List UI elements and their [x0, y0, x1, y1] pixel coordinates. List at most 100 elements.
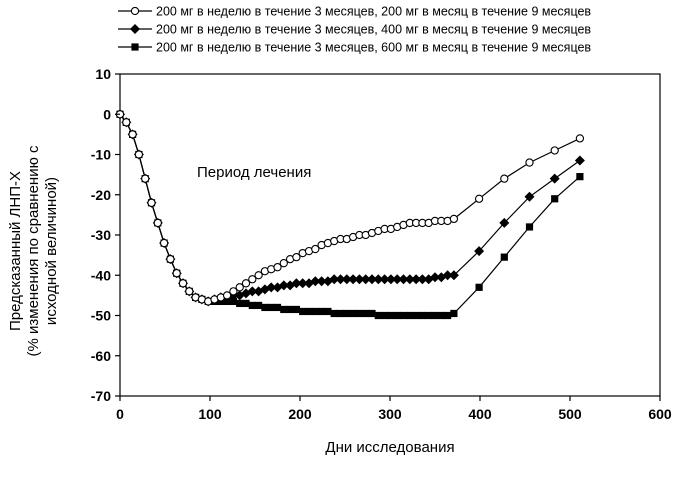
y-tick-label: -20 — [91, 187, 111, 203]
data-point — [575, 134, 585, 143]
data-point — [316, 276, 327, 287]
data-point — [297, 278, 308, 289]
data-point — [449, 214, 459, 224]
data-point — [159, 238, 169, 248]
data-point — [354, 274, 365, 285]
data-point — [236, 299, 244, 308]
data-point — [222, 291, 232, 300]
data-point — [367, 274, 377, 285]
y-tick-label: 10 — [95, 66, 111, 82]
x-tick-label: 600 — [648, 406, 672, 422]
data-point — [178, 279, 188, 288]
data-point — [248, 301, 256, 310]
data-point — [255, 301, 263, 310]
data-point — [500, 174, 509, 183]
y-tick-label: 0 — [103, 106, 111, 122]
x-tick-label: 500 — [558, 406, 582, 422]
series-line — [119, 113, 581, 317]
data-point — [242, 299, 250, 308]
legend-marker — [130, 6, 140, 16]
x-tick-label: 400 — [468, 406, 492, 422]
data-point — [141, 174, 150, 183]
data-point — [241, 279, 251, 288]
data-point — [425, 311, 433, 320]
data-point — [385, 274, 396, 285]
data-point — [254, 271, 263, 280]
data-point — [418, 311, 426, 320]
data-point — [475, 283, 483, 291]
legend-marker — [131, 43, 139, 51]
data-point — [122, 118, 131, 127]
legend: 200 мг в неделю в течение 3 месяцев, 200… — [118, 5, 591, 55]
data-point — [368, 309, 376, 318]
legend-label: 200 мг в неделю в течение 3 месяцев, 600… — [156, 41, 591, 55]
data-point — [399, 311, 408, 320]
data-point — [280, 305, 288, 314]
data-point — [329, 274, 340, 285]
series-2 — [115, 109, 585, 307]
data-point — [343, 309, 351, 318]
x-tick-label: 100 — [198, 406, 222, 422]
data-point — [335, 274, 346, 285]
series-layer — [115, 109, 585, 320]
data-point — [379, 274, 390, 285]
series-line — [119, 113, 581, 303]
legend-label: 200 мг в неделю в течение 3 месяцев, 400… — [156, 23, 591, 37]
data-point — [229, 287, 238, 296]
data-point — [292, 252, 301, 262]
data-point — [448, 270, 459, 281]
legend-item: 200 мг в неделю в течение 3 месяцев, 400… — [118, 23, 591, 37]
y-tick-label: -10 — [91, 147, 111, 163]
data-point — [279, 259, 288, 268]
data-point — [387, 311, 395, 320]
data-point — [362, 309, 370, 318]
data-point — [417, 274, 428, 285]
data-point — [341, 274, 352, 285]
data-point — [273, 303, 282, 312]
data-point — [172, 269, 181, 278]
data-point — [574, 155, 585, 166]
data-point — [525, 223, 534, 231]
data-point — [430, 272, 440, 283]
y-tick-label: -30 — [91, 227, 111, 243]
data-point — [474, 246, 485, 257]
data-point — [381, 311, 389, 320]
legend-label: 200 мг в неделю в течение 3 месяцев, 200… — [156, 5, 591, 19]
data-point — [551, 195, 559, 203]
data-point — [311, 307, 319, 316]
data-point — [437, 311, 445, 320]
data-point — [360, 274, 371, 285]
data-point — [406, 311, 414, 320]
y-axis-title: Предсказанный ЛНП-Х (% изменения по сравн… — [7, 145, 60, 356]
series-1 — [115, 110, 585, 306]
data-point — [550, 146, 559, 155]
data-point — [374, 311, 382, 320]
x-axis: 0 100 200 300 400 500 600 — [116, 396, 672, 422]
y-tick-label: -40 — [91, 267, 111, 283]
data-point — [450, 309, 458, 318]
data-point — [549, 173, 560, 184]
data-point — [524, 191, 535, 202]
plot-area — [119, 73, 661, 397]
data-point — [128, 130, 137, 139]
data-point — [392, 274, 403, 285]
data-point — [305, 307, 313, 316]
y-tick-label: -50 — [91, 308, 111, 324]
data-point — [355, 309, 363, 318]
data-point — [147, 198, 156, 207]
data-point — [349, 309, 357, 318]
data-point — [134, 150, 144, 159]
data-point — [373, 274, 384, 285]
data-point — [576, 173, 584, 181]
data-point — [229, 297, 237, 306]
data-point — [235, 283, 244, 292]
data-point — [299, 307, 307, 316]
data-point — [311, 244, 320, 254]
legend-item: 200 мг в неделю в течение 3 месяцев, 600… — [118, 41, 591, 55]
x-tick-label: 0 — [116, 406, 124, 422]
data-point — [411, 274, 422, 285]
data-point — [248, 275, 257, 284]
data-point — [310, 276, 321, 287]
data-point — [247, 286, 258, 297]
